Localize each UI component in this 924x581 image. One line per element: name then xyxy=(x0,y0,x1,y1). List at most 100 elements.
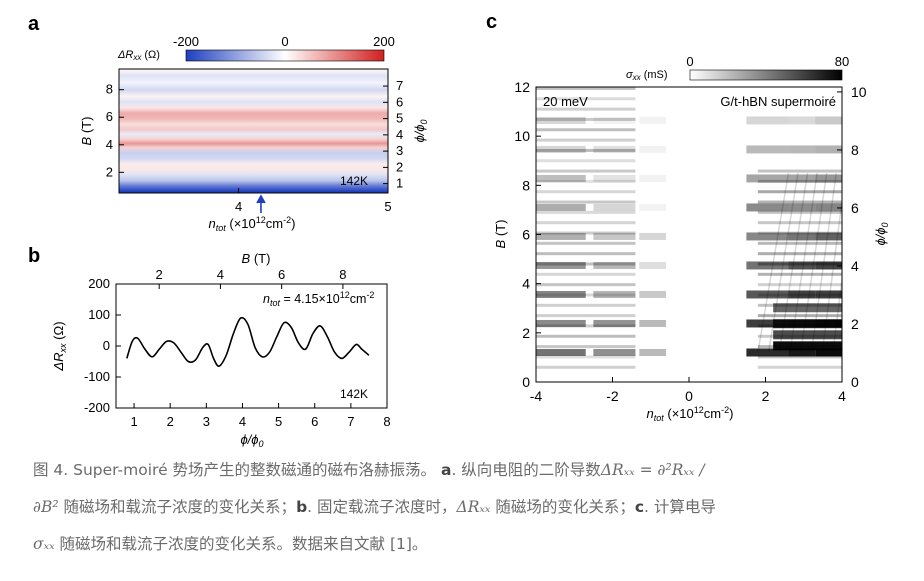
panel-c-band-left xyxy=(639,145,667,153)
panel-b-letter: b xyxy=(28,245,40,267)
panel-a-rtick-label: 7 xyxy=(396,78,403,93)
panel-c-ytick-label: 8 xyxy=(522,177,530,193)
panel-c-strong-band xyxy=(773,303,842,313)
panel-a-rtick-label: 6 xyxy=(396,94,403,109)
panel-a-colorbar xyxy=(185,49,385,62)
panel-c-stripe-left xyxy=(536,272,636,276)
caption-b-text: . 固定载流子浓度时， xyxy=(307,498,457,516)
panel-b-temp-label: 142K xyxy=(340,387,368,401)
panel-c-stripe-left xyxy=(536,293,636,297)
panel-c-band-left xyxy=(536,290,586,298)
caption-a-text: . 纵向电阻的二阶导数 xyxy=(451,461,601,479)
panel-c-fan-line xyxy=(799,172,828,353)
panel-c-band-left xyxy=(593,145,636,153)
panel-c-stripe-left xyxy=(536,97,636,101)
panel-c-fan-line xyxy=(832,273,842,353)
panel-c-band-left xyxy=(536,203,586,211)
panel-c-band-right xyxy=(815,174,842,183)
panel-c-fan-line xyxy=(789,172,818,353)
panel-c-colorbar-label: σxx (mS) xyxy=(626,69,668,82)
panel-a-rtick-label: 3 xyxy=(396,143,403,158)
panel-c-band-right xyxy=(788,232,816,241)
panel-c-stripe-left xyxy=(536,262,636,266)
panel-b-xlabel: ϕ/ϕ0 xyxy=(240,432,263,449)
panel-c-band-right xyxy=(815,261,842,270)
panel-b-series-line xyxy=(126,316,370,367)
panel-a-frame xyxy=(118,68,389,194)
panel-c-band-right xyxy=(746,348,789,357)
panel-c-heatmap xyxy=(536,87,842,369)
panel-c-ylabel: B (T) xyxy=(493,220,508,249)
panel-c-xlabel: ntot (×1012cm-2) xyxy=(647,405,734,423)
panel-c-ytick-label: 6 xyxy=(522,227,530,243)
caption-b-formula: ΔRₓₓ xyxy=(456,498,491,516)
panel-c-band-left xyxy=(593,319,636,327)
panel-c-stripe-left xyxy=(536,179,636,183)
panel-c-band-left xyxy=(639,290,667,298)
panel-c-stripe-right xyxy=(757,190,842,194)
panel-c-stripe-left xyxy=(536,169,636,173)
panel-c-stripe-right xyxy=(757,293,842,297)
panel-c-stripe-left xyxy=(536,231,636,235)
panel-c-strong-band xyxy=(773,319,842,329)
panel-a-ytick-label: 6 xyxy=(106,109,113,124)
panel-c-xtick-label: 2 xyxy=(762,388,770,404)
panel-c-stripe-left xyxy=(536,252,636,256)
panel-c-xtick-label: 0 xyxy=(685,388,693,404)
panel-c-stripe-left xyxy=(536,283,636,287)
caption-title: 图 4. Super-moiré 势场产生的整数磁通的磁布洛赫振荡。 xyxy=(33,461,437,479)
panel-c-band-right xyxy=(815,116,842,125)
panel-c-band-right xyxy=(746,145,789,154)
panel-c-ytick-label: 0 xyxy=(522,374,530,390)
panel-c-band-right xyxy=(788,290,816,299)
panel-b-annotation: ntot = 4.15×1012cm-2 xyxy=(263,290,374,308)
panel-c-band-left xyxy=(639,174,667,182)
panel-c-stripe-right xyxy=(757,221,842,225)
panel-c-rtick-label: 10 xyxy=(851,84,867,100)
panel-c-stripe-right xyxy=(757,169,842,173)
panel-b-ytick-label: -100 xyxy=(84,369,110,384)
figure-caption: 图 4. Super-moiré 势场产生的整数磁通的磁布洛赫振荡。 a. 纵向… xyxy=(33,452,895,563)
panel-c-strong-band xyxy=(773,330,842,340)
panel-c-strong-band xyxy=(773,341,842,351)
panel-c-ytick-label: 4 xyxy=(522,276,530,292)
panel-c-stripe-left xyxy=(536,221,636,225)
panel-c: c σxx (mS) 0 80 20 meV G/t-hBN supermoir… xyxy=(486,11,890,423)
panel-c-ytick-label: 10 xyxy=(514,128,530,144)
panel-c-stripe-left xyxy=(536,138,636,142)
panel-b-ytick-label: 0 xyxy=(103,338,110,353)
panel-a-right-label: ϕ/ϕ0 xyxy=(412,119,429,142)
panel-b-xtick-label: 2 xyxy=(167,414,174,429)
panel-c-stripe-left xyxy=(536,117,636,121)
panel-b-ytick-label: 100 xyxy=(88,307,110,322)
panel-c-stripe-right xyxy=(757,200,842,204)
panel-b-xtick-label: 5 xyxy=(275,414,282,429)
panel-c-band-right xyxy=(788,174,816,183)
panel-c-xtick-label: 4 xyxy=(838,388,846,404)
panel-c-band-left xyxy=(639,203,667,211)
caption-a-formula2: ∂B² xyxy=(33,498,59,516)
panel-c-band-left xyxy=(639,261,667,269)
panel-c-rtick-label: 8 xyxy=(851,142,859,158)
panel-c-stripe-left xyxy=(536,303,636,307)
caption-b-letter: b xyxy=(296,498,308,516)
panel-c-stripe-left xyxy=(536,210,636,214)
panel-b-xtick-label: 6 xyxy=(311,414,318,429)
panel-c-band-right xyxy=(815,203,842,212)
panel-c-fan-line xyxy=(778,172,809,353)
panel-c-band-right xyxy=(788,203,816,212)
panel-c-colorbar xyxy=(689,69,843,81)
panel-c-band-right xyxy=(788,116,816,125)
panel-b-ylabel: ΔRxx (Ω) xyxy=(51,321,68,371)
panel-c-stripe-right xyxy=(757,355,842,359)
panel-c-stripe-left xyxy=(536,87,636,90)
panel-b-toptick-label: 2 xyxy=(156,267,163,282)
caption-c-letter: c xyxy=(634,498,645,516)
panel-c-band-left xyxy=(593,174,636,182)
panel-c-stripe-right xyxy=(757,241,842,245)
panel-c-stripe-left xyxy=(536,200,636,204)
panel-a-rtick-label: 1 xyxy=(396,176,403,191)
panel-b-toptick-label: 6 xyxy=(278,267,285,282)
panel-c-stripe-right xyxy=(757,210,842,214)
